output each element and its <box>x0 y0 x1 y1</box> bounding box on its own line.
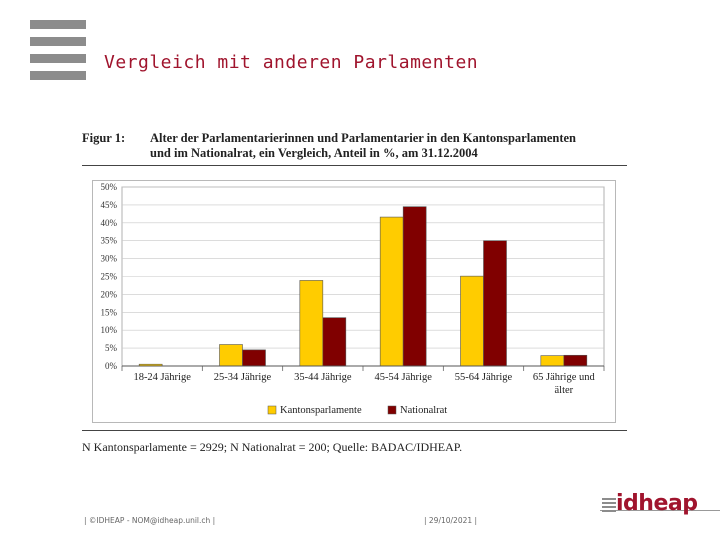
bar-nationalrat <box>322 317 347 367</box>
bar-nationalrat <box>563 354 588 367</box>
bar-nationalrat <box>242 349 266 367</box>
legend-label-nationalrat: Nationalrat <box>400 405 447 416</box>
figure-caption-line1: Alter der Parlamentarierinnen und Parlam… <box>150 131 577 145</box>
figure-label: Figur 1: <box>82 131 126 145</box>
logo-bars-icon <box>602 498 616 514</box>
x-tick-label: 35-44 Jährige <box>294 372 352 383</box>
x-tick-label: 45-54 Jährige <box>374 372 432 383</box>
y-tick-label: 15% <box>101 307 118 317</box>
y-tick-label: 10% <box>101 325 118 335</box>
legend-swatch-nationalrat <box>387 405 397 415</box>
y-tick-label: 40% <box>101 218 118 228</box>
x-tick-label: 25-34 Jährige <box>214 372 272 383</box>
y-tick-label: 30% <box>101 254 118 264</box>
y-tick-label: 5% <box>105 343 118 353</box>
figure-source-note: N Kantonsparlamente = 2929; N Nationalra… <box>82 440 463 454</box>
figure-top-rule <box>82 165 627 166</box>
y-tick-label: 45% <box>101 200 118 210</box>
slide-title: Vergleich mit anderen Parlamenten <box>104 52 479 73</box>
figure-caption: Alter der Parlamentarierinnen und Parlam… <box>150 131 630 161</box>
x-tick-label: älter <box>555 385 574 396</box>
bar-nationalrat <box>483 240 507 367</box>
figure-bottom-rule <box>82 430 627 431</box>
bar-kantonsparlamente <box>460 275 484 367</box>
y-tick-label: 0% <box>105 361 118 371</box>
bar-nationalrat <box>402 206 427 367</box>
logo-text: idheap <box>616 491 698 516</box>
brand-bars-icon <box>30 20 86 88</box>
y-tick-label: 35% <box>101 236 118 246</box>
legend-swatch-kantonsparlamente <box>267 405 277 415</box>
y-tick-label: 50% <box>101 182 118 192</box>
bar-kantonsparlamente <box>540 355 565 367</box>
y-tick-label: 20% <box>101 289 118 299</box>
footer-date: | 29/10/2021 | <box>424 516 478 525</box>
idheap-logo: idheap <box>602 490 698 520</box>
x-tick-label: 65 Jährige und <box>533 372 596 383</box>
x-tick-label: 18-24 Jährige <box>133 372 191 383</box>
y-tick-label: 25% <box>101 272 118 282</box>
chart-frame <box>92 180 616 423</box>
x-tick-label: 55-64 Jährige <box>455 372 513 383</box>
footer-copyright: | ©IDHEAP - NOM@idheap.unil.ch | <box>84 516 216 525</box>
age-comparison-chart: 0% 5% 10% 15% 20% 25% 30% 35% 40% 45% 50% 18-24 Jäh… <box>101 182 605 416</box>
bar-kantonsparlamente <box>219 344 243 367</box>
figure-caption-line2: und im Nationalrat, ein Vergleich, Antei… <box>150 146 478 160</box>
legend-label-kantonsparlamente: Kantonsparlamente <box>280 405 362 416</box>
footer-rule <box>600 510 720 511</box>
bar-kantonsparlamente <box>299 280 324 367</box>
bar-kantonsparlamente <box>379 216 404 367</box>
